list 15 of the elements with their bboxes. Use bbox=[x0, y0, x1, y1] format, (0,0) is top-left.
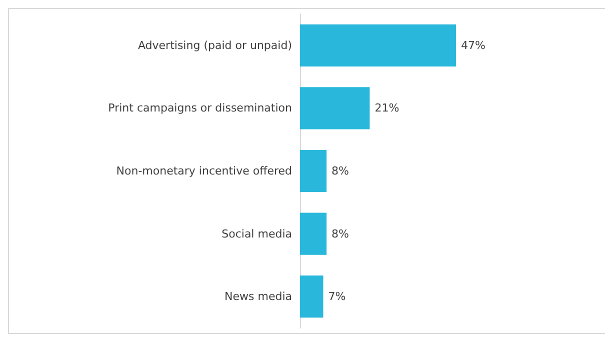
bar bbox=[300, 212, 327, 255]
data-label: 47% bbox=[461, 38, 486, 52]
bar bbox=[300, 276, 324, 318]
y-tick-label: Social media bbox=[222, 227, 292, 240]
data-label: 7% bbox=[328, 290, 346, 304]
data-label: 8% bbox=[332, 227, 350, 240]
data-label: 21% bbox=[374, 102, 400, 115]
bar bbox=[300, 87, 370, 130]
data-label: 8% bbox=[332, 164, 350, 178]
y-tick-label: Print campaigns or dissemination bbox=[108, 102, 292, 115]
y-tick-label: Non-monetary incentive offered bbox=[116, 164, 292, 178]
bar bbox=[300, 24, 456, 66]
bar bbox=[300, 150, 327, 192]
y-tick-label: Advertising (paid or unpaid) bbox=[138, 38, 292, 52]
y-tick-label: News media bbox=[224, 290, 292, 304]
